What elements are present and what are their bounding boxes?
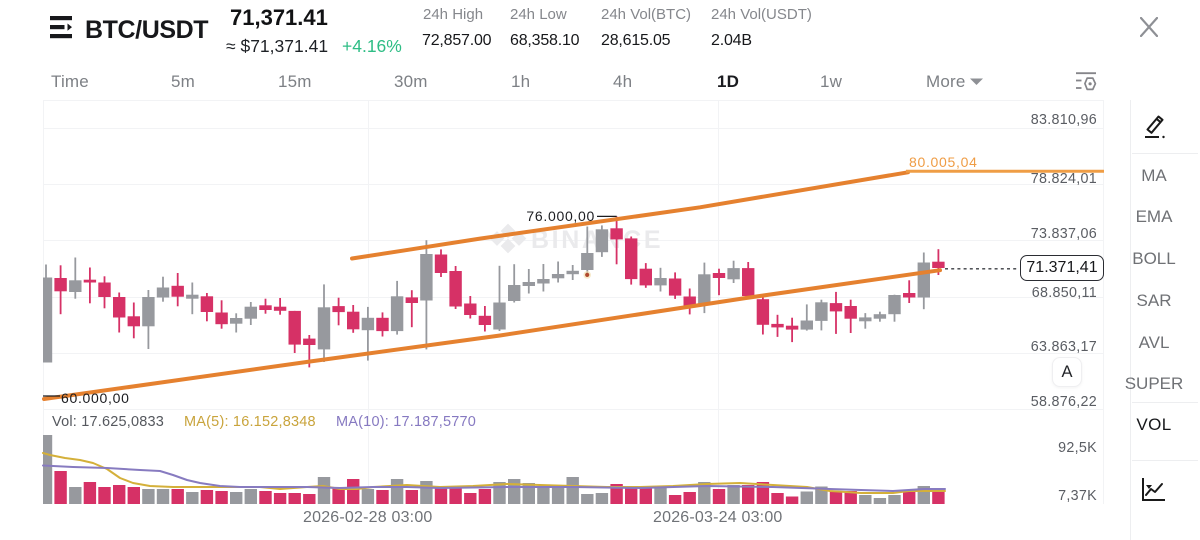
svg-text:60.000,00: 60.000,00 [61, 390, 130, 406]
svg-text:76.000,00: 76.000,00 [526, 208, 595, 224]
svg-text:80.005,04: 80.005,04 [909, 154, 978, 170]
